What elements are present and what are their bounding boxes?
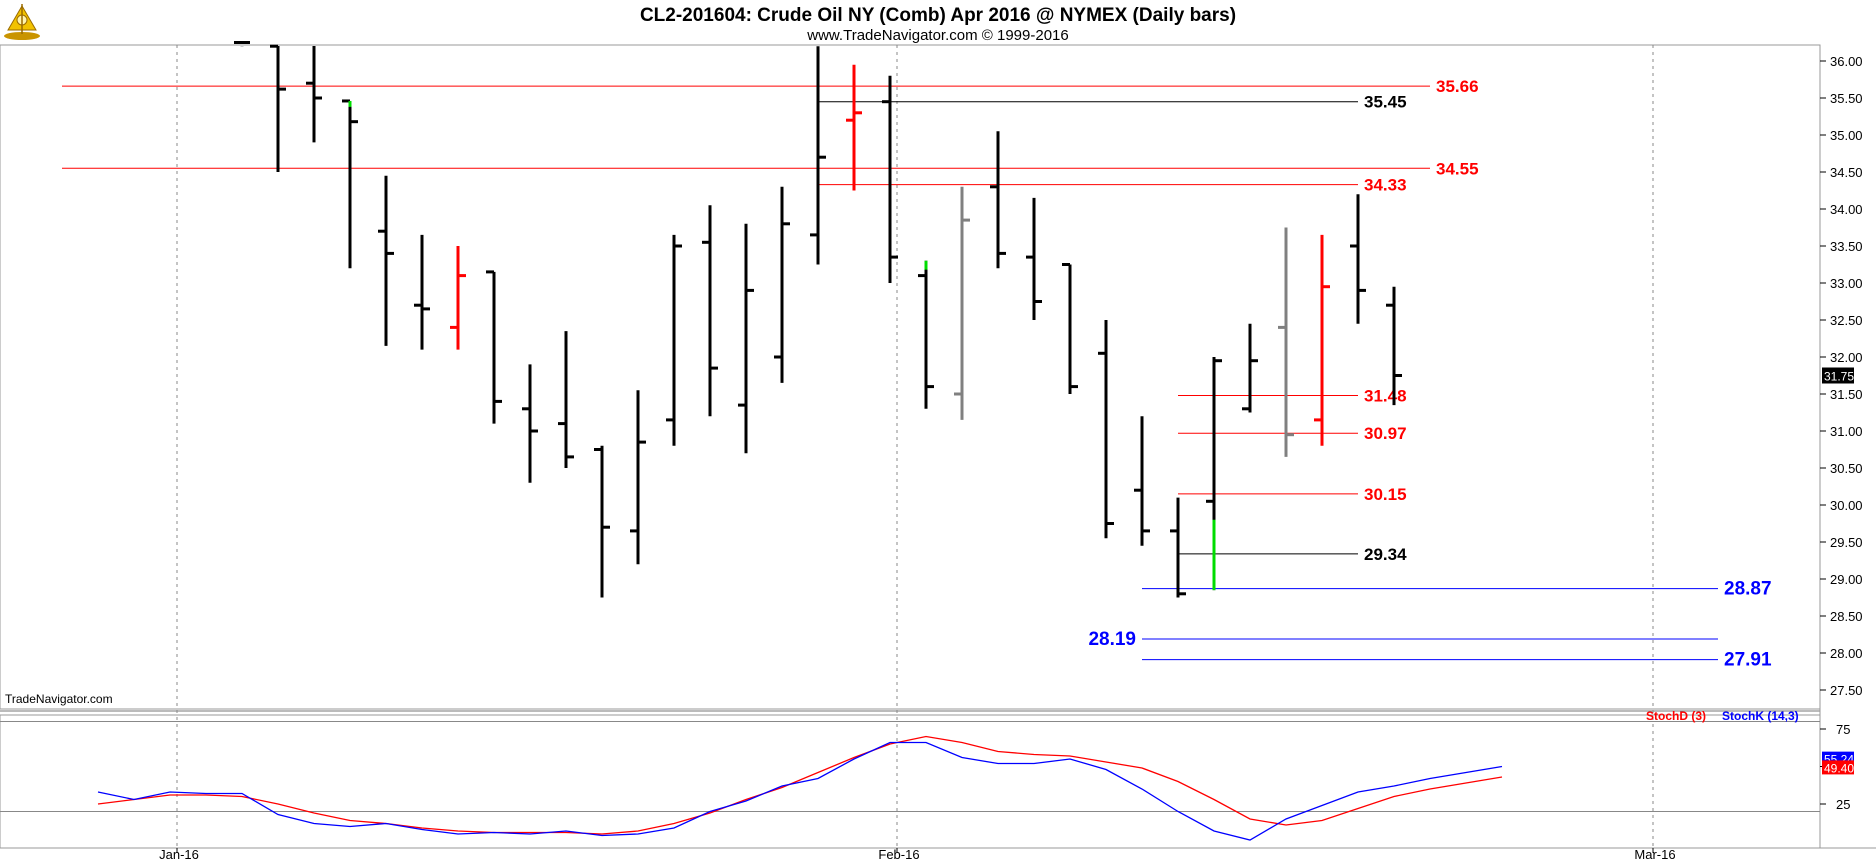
x-tick-label: Feb-16 [878, 847, 919, 862]
ohlc-bar [414, 234, 430, 350]
level-label: 27.91 [1724, 650, 1772, 671]
price-panel-frame [0, 44, 1821, 710]
ohlc-bar [306, 46, 322, 143]
ohlc-bar [630, 390, 646, 565]
stoch-series-line [97, 735, 1503, 835]
y-tick-label: 32.00 [1830, 350, 1863, 365]
x-tick-label: Jan-16 [159, 847, 199, 862]
level-label: 35.45 [1364, 93, 1407, 112]
y-tick-label: 30.50 [1830, 461, 1863, 476]
ohlc-bar [774, 186, 790, 383]
last-price-box [1822, 367, 1854, 384]
ohlc-bar [954, 186, 970, 420]
chart-subtitle: www.TradeNavigator.com © 1999-2016 [806, 27, 1068, 44]
ohlc-bar [1350, 194, 1366, 324]
y-tick-label: 33.50 [1830, 239, 1863, 254]
stochd-value-label: 49.40 [1824, 761, 1854, 775]
y-tick-label: 30.00 [1830, 498, 1863, 513]
y-tick-label: 29.00 [1830, 572, 1863, 587]
level-label: 34.55 [1436, 159, 1479, 178]
chart-title: CL2-201604: Crude Oil NY (Comb) Apr 2016… [640, 5, 1236, 26]
ohlc-bar [450, 246, 466, 350]
level-label: 30.97 [1364, 424, 1407, 443]
stochd-value-box [1822, 760, 1854, 775]
y-tick-label: 29.50 [1830, 535, 1863, 550]
ohlc-bar [270, 44, 286, 172]
level-label: 28.87 [1724, 579, 1772, 600]
y-tick-label: 25 [1836, 797, 1850, 812]
last-price-marker: 31.75 [1822, 367, 1854, 384]
support-resistance-levels: 35.66 35.45 34.55 34.33 31.48 30.97 30.15 29.34… [62, 77, 1772, 671]
x-tick-label: Mar-16 [1634, 847, 1675, 862]
level-label: 30.15 [1364, 485, 1407, 504]
ohlc-bar [1098, 320, 1114, 539]
y-tick-label: 34.00 [1830, 202, 1863, 217]
ohlc-bar [738, 223, 754, 454]
ohlc-bar [1386, 286, 1402, 406]
ohlc-bar [918, 260, 934, 409]
ohlc-bar [1062, 263, 1078, 394]
price-y-axis: 36.00 35.50 35.00 34.50 34.00 33.50 33.00 32.50… [1820, 54, 1863, 698]
level-label: 28.19 [1088, 629, 1136, 650]
ohlc-bar [594, 445, 610, 598]
y-tick-label: 33.00 [1830, 276, 1863, 291]
ohlc-bar [378, 175, 394, 346]
level-label: 29.34 [1364, 545, 1407, 564]
ohlc-bar [810, 46, 826, 265]
ohlc-bar [522, 364, 538, 483]
y-tick-label: 28.00 [1830, 646, 1863, 661]
ohlc-bar [1242, 323, 1258, 413]
stoch-series-line [97, 741, 1503, 841]
watermark: TradeNavigator.com [5, 692, 113, 706]
price-bars [234, 41, 1402, 598]
legend-item: StochK (14,3) [1722, 709, 1799, 723]
y-tick-label: 35.50 [1830, 91, 1863, 106]
stochastic-panel [0, 721, 1820, 841]
ohlc-bar [234, 41, 250, 47]
ohlc-bar [882, 75, 898, 283]
y-tick-label: 27.50 [1830, 683, 1863, 698]
vertical-gridlines [176, 45, 1654, 848]
y-tick-label: 34.50 [1830, 165, 1863, 180]
stoch-legend: StochD (3) StochK (14,3) [1646, 709, 1799, 723]
ohlc-bar [1026, 197, 1042, 320]
ohlc-bar [990, 131, 1006, 269]
legend-item: StochD (3) [1646, 709, 1706, 723]
level-label: 35.66 [1436, 77, 1479, 96]
sextant-logo-icon [4, 4, 40, 40]
ohlc-bar [1134, 416, 1150, 546]
y-tick-label: 31.50 [1830, 387, 1863, 402]
y-tick-label: 32.50 [1830, 313, 1863, 328]
y-tick-label: 28.50 [1830, 609, 1863, 624]
ohlc-bar [1314, 234, 1330, 446]
date-x-axis: Jan-16 Feb-16 Mar-16 [159, 847, 1675, 862]
ohlc-bar [666, 234, 682, 446]
y-tick-label: 35.00 [1830, 128, 1863, 143]
y-tick-label: 31.00 [1830, 424, 1863, 439]
ohlc-bar [846, 64, 862, 191]
ohlc-bar [558, 331, 574, 468]
last-price-label: 31.75 [1824, 370, 1854, 384]
y-tick-label: 75 [1836, 722, 1850, 737]
stoch-panel-frame [0, 714, 1821, 849]
level-label: 31.48 [1364, 386, 1407, 405]
ohlc-bar [342, 99, 358, 269]
y-tick-label: 36.00 [1830, 54, 1863, 69]
ohlc-bar [1278, 227, 1294, 457]
ohlc-bar [486, 270, 502, 424]
level-label: 34.33 [1364, 176, 1407, 195]
ohlc-bar [702, 205, 718, 417]
ohlc-bar [1170, 497, 1186, 598]
